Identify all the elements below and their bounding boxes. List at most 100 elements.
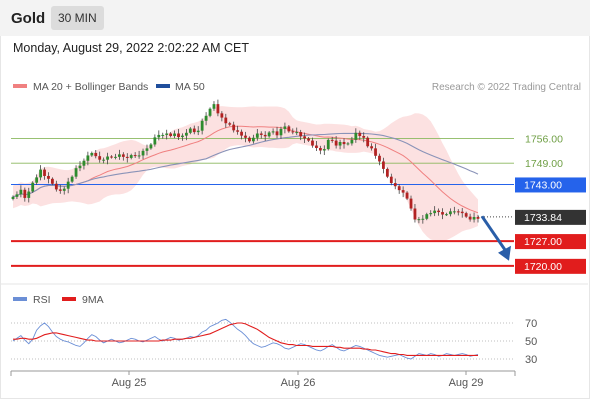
candle-body: [98, 156, 102, 160]
candle-body: [110, 156, 113, 158]
candle-body: [102, 159, 106, 161]
candle-body: [334, 140, 338, 146]
candle-body: [437, 210, 440, 213]
candle: [472, 212, 476, 223]
candle: [58, 184, 62, 194]
candle: [456, 209, 460, 216]
candle-body: [374, 148, 377, 156]
candle-body: [456, 211, 460, 213]
candle-body: [90, 152, 94, 156]
candle-body: [51, 178, 54, 184]
candle-body: [212, 104, 216, 109]
candle: [200, 118, 204, 135]
candle-body: [405, 192, 409, 199]
candle: [82, 158, 86, 170]
candle-body: [354, 132, 358, 140]
candle-body: [121, 154, 125, 157]
candle-body: [228, 123, 232, 125]
time-label-3: Aug 29: [449, 377, 484, 389]
legend-label-ma50: MA 50: [175, 81, 205, 93]
candle-body: [23, 189, 27, 198]
candle: [98, 151, 102, 163]
candle-body: [196, 130, 200, 133]
candle: [102, 157, 106, 164]
candle-body: [117, 154, 121, 157]
candle-body: [389, 176, 393, 184]
time-label-1: Aug 25: [112, 377, 147, 389]
candle: [350, 136, 354, 146]
candle: [409, 195, 413, 211]
candle-body: [114, 156, 117, 158]
candle: [452, 206, 456, 215]
candle: [244, 131, 247, 143]
support-tag-1: [515, 234, 586, 250]
candle-body: [54, 183, 58, 190]
candle-body: [476, 217, 480, 219]
candle-body: [74, 168, 78, 177]
main-legend: MA 20 + Bollinger Bands MA 50 Research ©…: [13, 81, 581, 93]
candle: [90, 151, 94, 157]
candle-body: [200, 120, 204, 131]
legend-swatch-ma20: [13, 84, 27, 88]
candle: [114, 153, 117, 160]
candle: [35, 174, 39, 185]
time-label-2: Aug 26: [281, 377, 316, 389]
candle-body: [393, 183, 397, 187]
candle: [366, 136, 370, 148]
candle: [417, 216, 421, 224]
candle: [94, 149, 98, 159]
candle: [334, 136, 338, 149]
copyright-text: Research © 2022 Trading Central: [432, 82, 581, 93]
candle-body: [240, 131, 243, 136]
candle-body: [401, 190, 405, 193]
candle: [330, 136, 334, 143]
candle: [228, 121, 232, 127]
candle-body: [161, 134, 165, 136]
candle-body: [299, 132, 303, 137]
candle: [173, 130, 176, 139]
candle: [137, 150, 141, 159]
candle-body: [417, 219, 421, 221]
candle-body: [157, 134, 161, 138]
candle: [192, 125, 196, 135]
candle-body: [382, 161, 385, 169]
candle: [433, 206, 437, 217]
candle-body: [47, 175, 50, 179]
candle-body: [338, 142, 342, 146]
candle: [397, 184, 401, 194]
candle-body: [94, 152, 98, 157]
candle: [354, 128, 358, 143]
candle: [318, 145, 322, 155]
candle: [303, 132, 307, 143]
candle-body: [78, 165, 82, 169]
candle: [208, 107, 212, 118]
candle-body: [31, 182, 35, 192]
candle: [370, 143, 374, 151]
candle-body: [35, 177, 39, 183]
candle: [429, 210, 433, 217]
candle-body: [70, 176, 74, 182]
candle-body: [169, 133, 173, 136]
candle-body: [350, 139, 354, 144]
legend-swatch-rsi: [13, 297, 27, 301]
candle-body: [358, 132, 362, 136]
candle-body: [433, 210, 437, 214]
rsi-tick-70: 70: [525, 318, 537, 330]
candle-body: [173, 133, 176, 136]
candles: [11, 99, 480, 224]
support-label-2: 1720.00: [524, 261, 562, 273]
candle: [74, 165, 78, 179]
candle: [437, 208, 440, 216]
candle: [307, 137, 310, 142]
resistance-label-2: 1749.00: [525, 158, 563, 170]
candle-body: [66, 181, 70, 189]
candle-body: [129, 155, 133, 158]
candle-body: [311, 140, 314, 146]
candle-body: [275, 131, 279, 136]
candle: [157, 130, 161, 141]
candle-body: [452, 211, 456, 213]
timeframe-button[interactable]: 30 MIN: [51, 6, 104, 30]
candle: [216, 99, 220, 117]
candle: [161, 132, 165, 139]
candle-body: [421, 218, 425, 220]
